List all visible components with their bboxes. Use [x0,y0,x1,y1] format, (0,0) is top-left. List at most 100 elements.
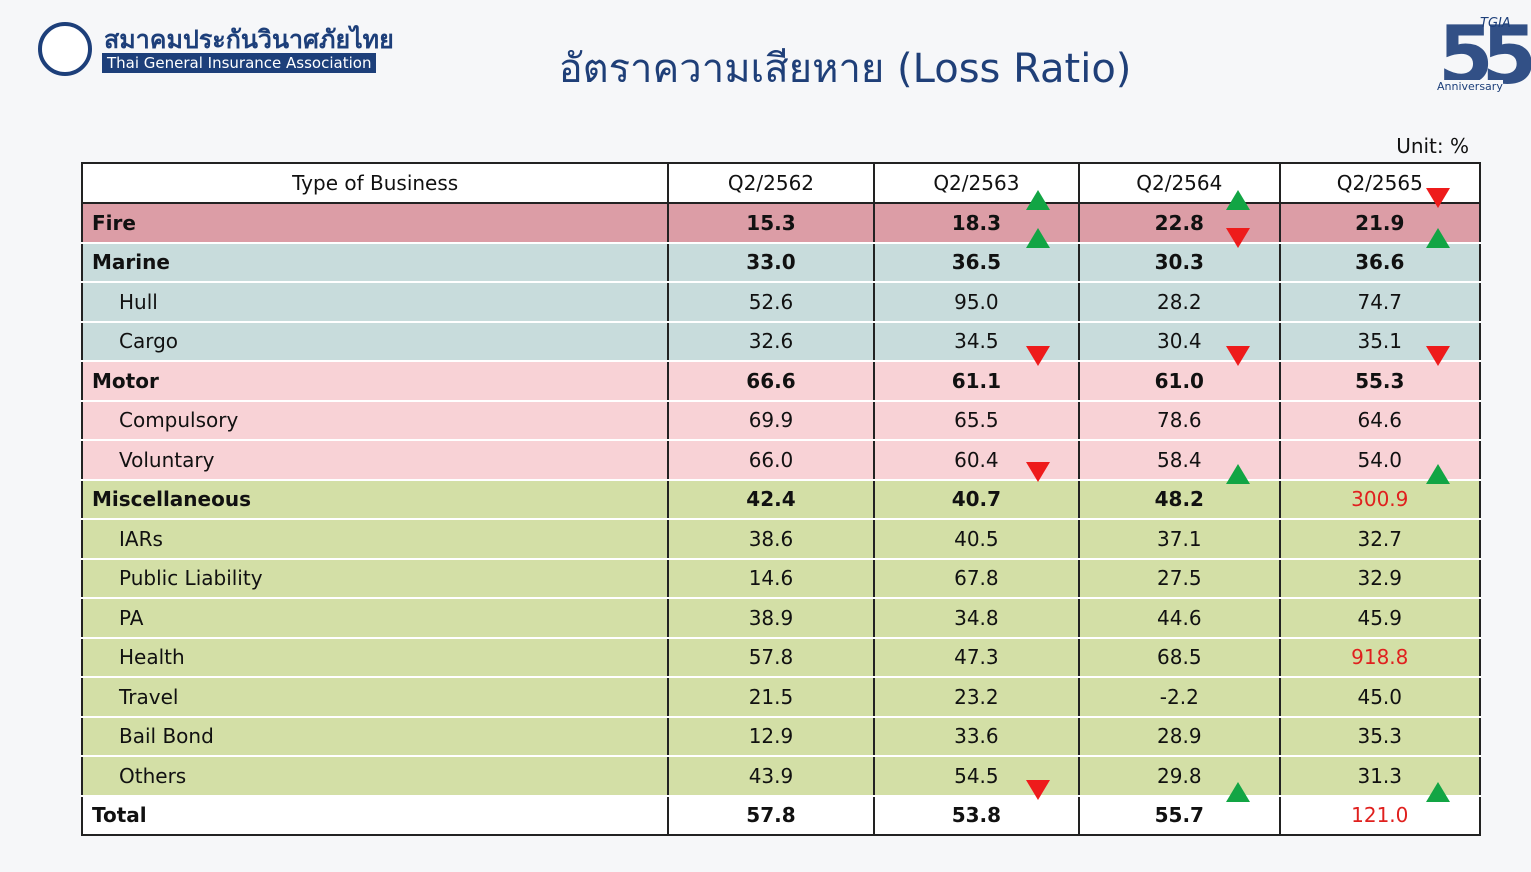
row-label: IARs [80,519,670,560]
cell-value: 74.7 [1278,282,1482,323]
cell-value: 60.4 [872,440,1081,481]
cell-value: 40.5 [872,519,1081,560]
row-label: Total [80,794,670,836]
row-label: Compulsory [80,400,670,441]
table-row: Health 57.8 47.3 68.5 918.8 [80,637,1482,678]
cell-value: 42.4 [667,478,875,520]
cell-value: 12.9 [667,716,875,757]
cell-value: -2.2 [1078,677,1281,718]
cell-value: 95.0 [872,282,1081,323]
cell-value: 47.3 [872,637,1081,678]
cell-value: 61.1 [872,360,1081,402]
cell-value: 53.8 [872,794,1081,836]
row-label: PA [80,598,670,639]
row-label: Cargo [80,321,670,362]
cell-value: 31.3 [1278,756,1482,797]
cell-value: 14.6 [667,558,875,599]
cell-value: 45.9 [1278,598,1482,639]
table-row: Public Liability 14.6 67.8 27.5 32.9 [80,558,1482,599]
cell-value: 61.0 [1078,360,1281,402]
cell-value: 22.8 [1078,202,1281,244]
row-label: Fire [80,202,670,244]
column-header: Q2/2565 [1278,162,1482,204]
table-row: Motor 66.6 61.1 61.0 55.3 [80,360,1482,402]
cell-value: 55.3 [1278,360,1482,402]
column-header: Q2/2562 [667,162,875,204]
org-en: Thai General Insurance Association [102,53,377,73]
cell-value: 68.5 [1078,637,1281,678]
anniversary-text: Anniversary [1437,80,1503,93]
table-row: Cargo 32.6 34.5 30.4 35.1 [80,321,1482,362]
cell-value: 37.1 [1078,519,1281,560]
cell-value: 15.3 [667,202,875,244]
cell-value: 23.2 [872,677,1081,718]
cell-value: 69.9 [667,400,875,441]
cell-value: 918.8 [1278,637,1482,678]
table-row: Total 57.8 53.8 55.7 121.0 [80,794,1482,836]
cell-value: 44.6 [1078,598,1281,639]
cell-value: 32.9 [1278,558,1482,599]
cell-value: 78.6 [1078,400,1281,441]
cell-value: 35.3 [1278,716,1482,757]
cell-value: 18.3 [872,202,1081,244]
column-header: Q2/2564 [1078,162,1281,204]
row-label: Health [80,637,670,678]
anniversary-mark: TGIA [1480,16,1511,31]
cell-value: 28.2 [1078,282,1281,323]
cell-value: 32.6 [667,321,875,362]
anniversary-logo: 55 TGIA Anniversary [1432,6,1531,106]
title: อัตราความเสียหาย (Loss Ratio) [558,46,1132,92]
cell-value: 38.6 [667,519,875,560]
column-header: Type of Business [80,162,670,204]
table-row: Bail Bond 12.9 33.6 28.9 35.3 [80,716,1482,757]
cell-value: 54.0 [1278,440,1482,481]
cell-value: 36.6 [1278,241,1482,283]
cell-value: 64.6 [1278,400,1482,441]
table-row: Compulsory 69.9 65.5 78.6 64.6 [80,400,1482,441]
cell-value: 67.8 [872,558,1081,599]
table-row: Travel 21.5 23.2 -2.2 45.0 [80,677,1482,718]
cell-value: 66.0 [667,440,875,481]
cell-value: 66.6 [667,360,875,402]
row-label: Travel [80,677,670,718]
loss-ratio-table: Type of Business Q2/2562 Q2/2563 Q2/2564 Q2/… [80,162,1482,836]
row-label: Marine [80,241,670,283]
cell-value: 40.7 [872,478,1081,520]
cell-value: 55.7 [1078,794,1281,836]
header-row: Type of Business Q2/2562 Q2/2563 Q2/2564 Q2/… [80,162,1482,204]
table-row: Voluntary 66.0 60.4 58.4 54.0 [80,440,1482,481]
cell-value: 52.6 [667,282,875,323]
cell-value: 65.5 [872,400,1081,441]
column-header: Q2/2563 [872,162,1081,204]
row-label: Motor [80,360,670,402]
row-label: Public Liability [80,558,670,599]
cell-value: 33.0 [667,241,875,283]
logo: สมาคมประกันวินาศภัยไทย Thai General Insu… [38,20,398,84]
cell-value: 28.9 [1078,716,1281,757]
row-label: Hull [80,282,670,323]
table-row: Hull 52.6 95.0 28.2 74.7 [80,282,1482,323]
unit: Unit: % [1396,134,1469,158]
table-row: Fire 15.3 18.3 22.8 21.9 [80,202,1482,244]
cell-value: 35.1 [1278,321,1482,362]
cell-value: 27.5 [1078,558,1281,599]
cell-value: 21.9 [1278,202,1482,244]
row-label: Voluntary [80,440,670,481]
cell-value: 33.6 [872,716,1081,757]
row-label: Bail Bond [80,716,670,757]
cell-value: 38.9 [667,598,875,639]
cell-value: 58.4 [1078,440,1281,481]
cell-value: 34.8 [872,598,1081,639]
row-label: Others [80,756,670,797]
table-row: IARs 38.6 40.5 37.1 32.7 [80,519,1482,560]
cell-value: 30.3 [1078,241,1281,283]
cell-value: 21.5 [667,677,875,718]
cell-value: 29.8 [1078,756,1281,797]
cell-value: 45.0 [1278,677,1482,718]
table-row: Miscellaneous 42.4 40.7 48.2 300.9 [80,478,1482,520]
cell-value: 54.5 [872,756,1081,797]
cell-value: 300.9 [1278,478,1482,520]
cell-value: 48.2 [1078,478,1281,520]
table-row: Others 43.9 54.5 29.8 31.3 [80,756,1482,797]
